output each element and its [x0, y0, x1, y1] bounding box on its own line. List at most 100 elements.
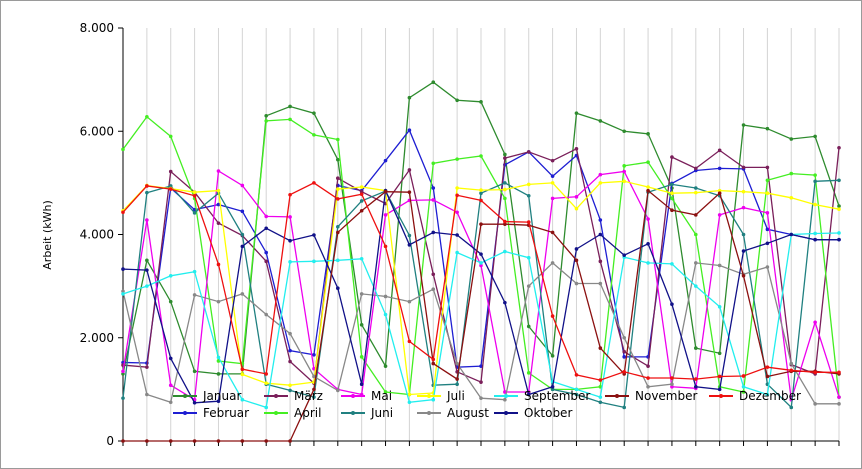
series-august [121, 261, 841, 406]
data-point [526, 284, 531, 288]
data-point [336, 187, 340, 191]
legend-marker [504, 411, 508, 415]
legend-label: Mai [371, 389, 392, 403]
legend-label: Februar [203, 406, 249, 420]
data-point [216, 262, 221, 267]
data-point [192, 439, 197, 443]
data-point [359, 199, 364, 203]
series-mai [121, 169, 841, 402]
data-point [598, 346, 603, 350]
data-point [264, 214, 269, 219]
data-point [383, 213, 388, 217]
data-point [646, 160, 650, 165]
data-point [264, 372, 269, 376]
data-point [503, 196, 507, 201]
data-point [312, 181, 316, 185]
legend: Januar Februar März April Mai Juni Juli August S… [173, 389, 801, 420]
data-point [121, 210, 125, 215]
data-point [336, 230, 340, 235]
data-point [479, 100, 483, 104]
data-point [813, 370, 817, 375]
data-point [694, 377, 698, 381]
data-point [240, 232, 245, 237]
data-point [145, 268, 149, 272]
legend-label: März [294, 389, 323, 403]
data-point [717, 387, 722, 392]
data-point [216, 202, 221, 207]
data-point [765, 241, 770, 246]
data-point [479, 380, 483, 384]
data-point [789, 196, 794, 200]
data-point [813, 202, 817, 207]
data-point [240, 209, 245, 214]
data-point [503, 249, 507, 254]
legend-item-dezember: Dezember [709, 389, 801, 403]
data-point [479, 198, 483, 203]
legend-label: Juli [446, 389, 465, 403]
data-point [741, 384, 746, 389]
data-point [168, 299, 173, 304]
data-point [431, 397, 436, 402]
data-point [526, 255, 531, 260]
legend-marker [351, 411, 355, 415]
data-point [336, 137, 340, 142]
legend-marker [615, 394, 619, 398]
data-point [694, 186, 698, 190]
data-point [240, 292, 245, 296]
data-point [813, 179, 817, 184]
data-point [717, 188, 722, 193]
data-point [479, 154, 483, 158]
data-point [526, 371, 531, 375]
data-point [503, 156, 507, 160]
data-point [479, 222, 483, 226]
data-point [717, 304, 722, 309]
legend-item-oktober: Oktober [494, 406, 572, 420]
data-point [288, 215, 292, 219]
data-point [359, 189, 364, 194]
data-point [479, 263, 483, 268]
data-point [431, 361, 436, 366]
data-point [574, 373, 579, 377]
data-point [145, 284, 149, 288]
data-point [359, 323, 364, 327]
data-point [622, 253, 626, 257]
data-point [574, 195, 579, 199]
data-point [312, 233, 316, 237]
data-point [288, 439, 292, 443]
data-point [550, 261, 555, 265]
y-axis-label: Arbeit (kWh) [41, 200, 54, 269]
data-point [264, 259, 269, 264]
legend-label: August [447, 406, 489, 420]
data-point [837, 370, 841, 375]
y-ticks: 0 2.000 4.000 6.000 8.000 [80, 21, 840, 448]
data-point [574, 147, 579, 151]
data-point [359, 355, 364, 359]
data-point [145, 190, 149, 195]
data-point [694, 261, 698, 265]
data-point [431, 198, 436, 202]
legend-label: September [524, 389, 590, 403]
data-point [192, 190, 197, 194]
y-tick-label: 0 [106, 434, 114, 448]
data-point [240, 397, 245, 402]
data-point [813, 134, 817, 139]
data-point [145, 439, 149, 443]
data-point [336, 286, 340, 290]
data-point [503, 187, 507, 192]
data-point [336, 258, 340, 263]
legend-item-juli: Juli [417, 389, 465, 403]
data-point [670, 376, 674, 380]
data-point [192, 293, 197, 297]
data-point [455, 157, 459, 161]
data-point [813, 237, 817, 242]
data-point [407, 190, 412, 194]
data-point [192, 369, 197, 374]
data-point [168, 184, 173, 188]
data-point [431, 272, 436, 277]
data-point [312, 395, 316, 399]
data-point [336, 197, 340, 201]
data-point [526, 193, 531, 198]
data-point [312, 111, 316, 115]
data-point [574, 258, 579, 263]
